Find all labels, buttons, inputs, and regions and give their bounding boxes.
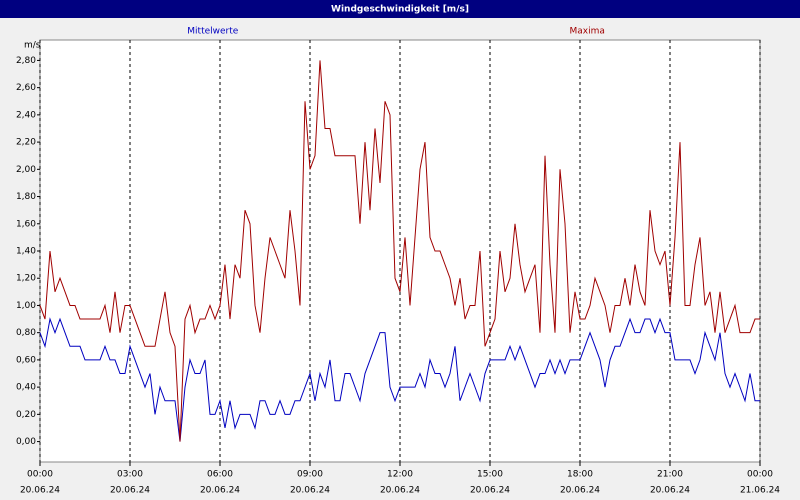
x-tick-label: 03:00: [117, 470, 143, 480]
y-tick-label: 1,80: [16, 192, 36, 202]
x-tick-date: 20.06.24: [650, 486, 690, 496]
y-tick-label: 2,60: [16, 83, 36, 93]
x-tick-label: 09:00: [297, 470, 323, 480]
y-tick-label: 1,00: [16, 301, 36, 311]
x-tick-label: 21:00: [657, 470, 683, 480]
x-tick-date: 20.06.24: [290, 486, 330, 496]
legend-label: Mittelwerte: [187, 27, 238, 37]
y-tick-label: 2,80: [16, 56, 36, 66]
x-tick-label: 00:00: [747, 470, 773, 480]
x-tick-date: 21.06.24: [740, 486, 780, 496]
x-tick-date: 20.06.24: [470, 486, 510, 496]
y-tick-label: 0,40: [16, 383, 36, 393]
x-tick-label: 00:00: [27, 470, 53, 480]
legend-label: Maxima: [570, 27, 605, 37]
chart-title: Windgeschwindigkeit [m/s]: [331, 5, 469, 15]
y-tick-label: 0,20: [16, 410, 36, 420]
y-tick-label: 1,60: [16, 219, 36, 229]
x-tick-date: 20.06.24: [560, 486, 600, 496]
title-bar: [0, 0, 800, 18]
data-line: [39, 317, 760, 442]
x-tick-date: 20.06.24: [200, 486, 240, 496]
y-tick-label: 0,00: [16, 437, 36, 447]
x-tick-date: 20.06.24: [110, 486, 150, 496]
y-tick-label: 2,00: [16, 165, 36, 175]
y-unit: m/s: [24, 41, 41, 51]
x-tick-label: 12:00: [387, 470, 413, 480]
y-tick-label: 1,20: [16, 274, 36, 284]
x-tick-date: 20.06.24: [20, 486, 60, 496]
y-tick-label: 1,40: [16, 247, 36, 257]
y-tick-label: 0,60: [16, 355, 36, 365]
x-tick-date: 20.06.24: [380, 486, 420, 496]
x-tick-label: 06:00: [207, 470, 233, 480]
y-tick-label: 2,20: [16, 138, 36, 148]
y-tick-label: 2,40: [16, 110, 36, 120]
x-tick-label: 15:00: [477, 470, 503, 480]
x-tick-label: 18:00: [567, 470, 593, 480]
y-tick-label: 0,80: [16, 328, 36, 338]
data-line: [39, 60, 760, 442]
